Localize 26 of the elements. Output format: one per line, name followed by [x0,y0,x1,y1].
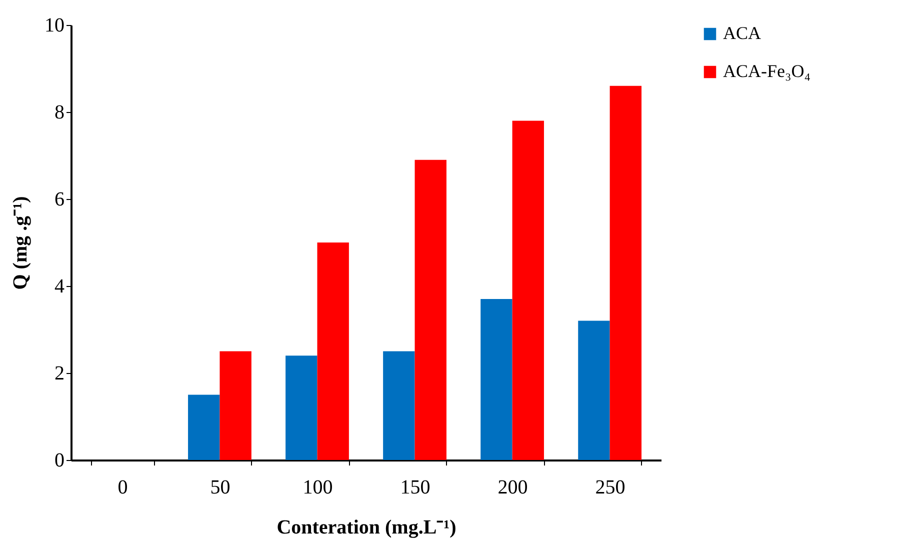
bar [414,160,446,460]
bar [610,86,642,460]
bar [578,320,610,460]
x-tick-label: 200 [498,476,528,498]
x-tick-label: 50 [210,476,230,498]
bar [383,351,415,460]
bar [220,351,252,460]
bar [480,299,512,460]
y-tick-label: 0 [54,450,64,472]
y-axis-title: Q (mg .g⁻¹) [10,196,32,290]
legend-label: ACA-Fe₃O₄ [723,61,811,81]
y-tick-label: 10 [44,14,64,36]
y-tick-label: 8 [54,102,64,124]
bar [286,356,318,460]
x-tick-label: 100 [302,476,333,498]
y-tick-label: 4 [54,276,64,298]
x-tick-label: 250 [595,476,626,498]
x-axis-title: Conteration (mg.L⁻¹) [276,516,456,538]
x-tick-label: 0 [118,476,128,498]
x-tick-label: 150 [400,476,430,498]
y-tick-label: 6 [54,188,64,210]
bar [512,120,544,460]
bar [188,394,220,460]
y-tick-label: 2 [54,362,64,384]
legend-label: ACA [723,23,762,43]
bar [317,242,349,460]
